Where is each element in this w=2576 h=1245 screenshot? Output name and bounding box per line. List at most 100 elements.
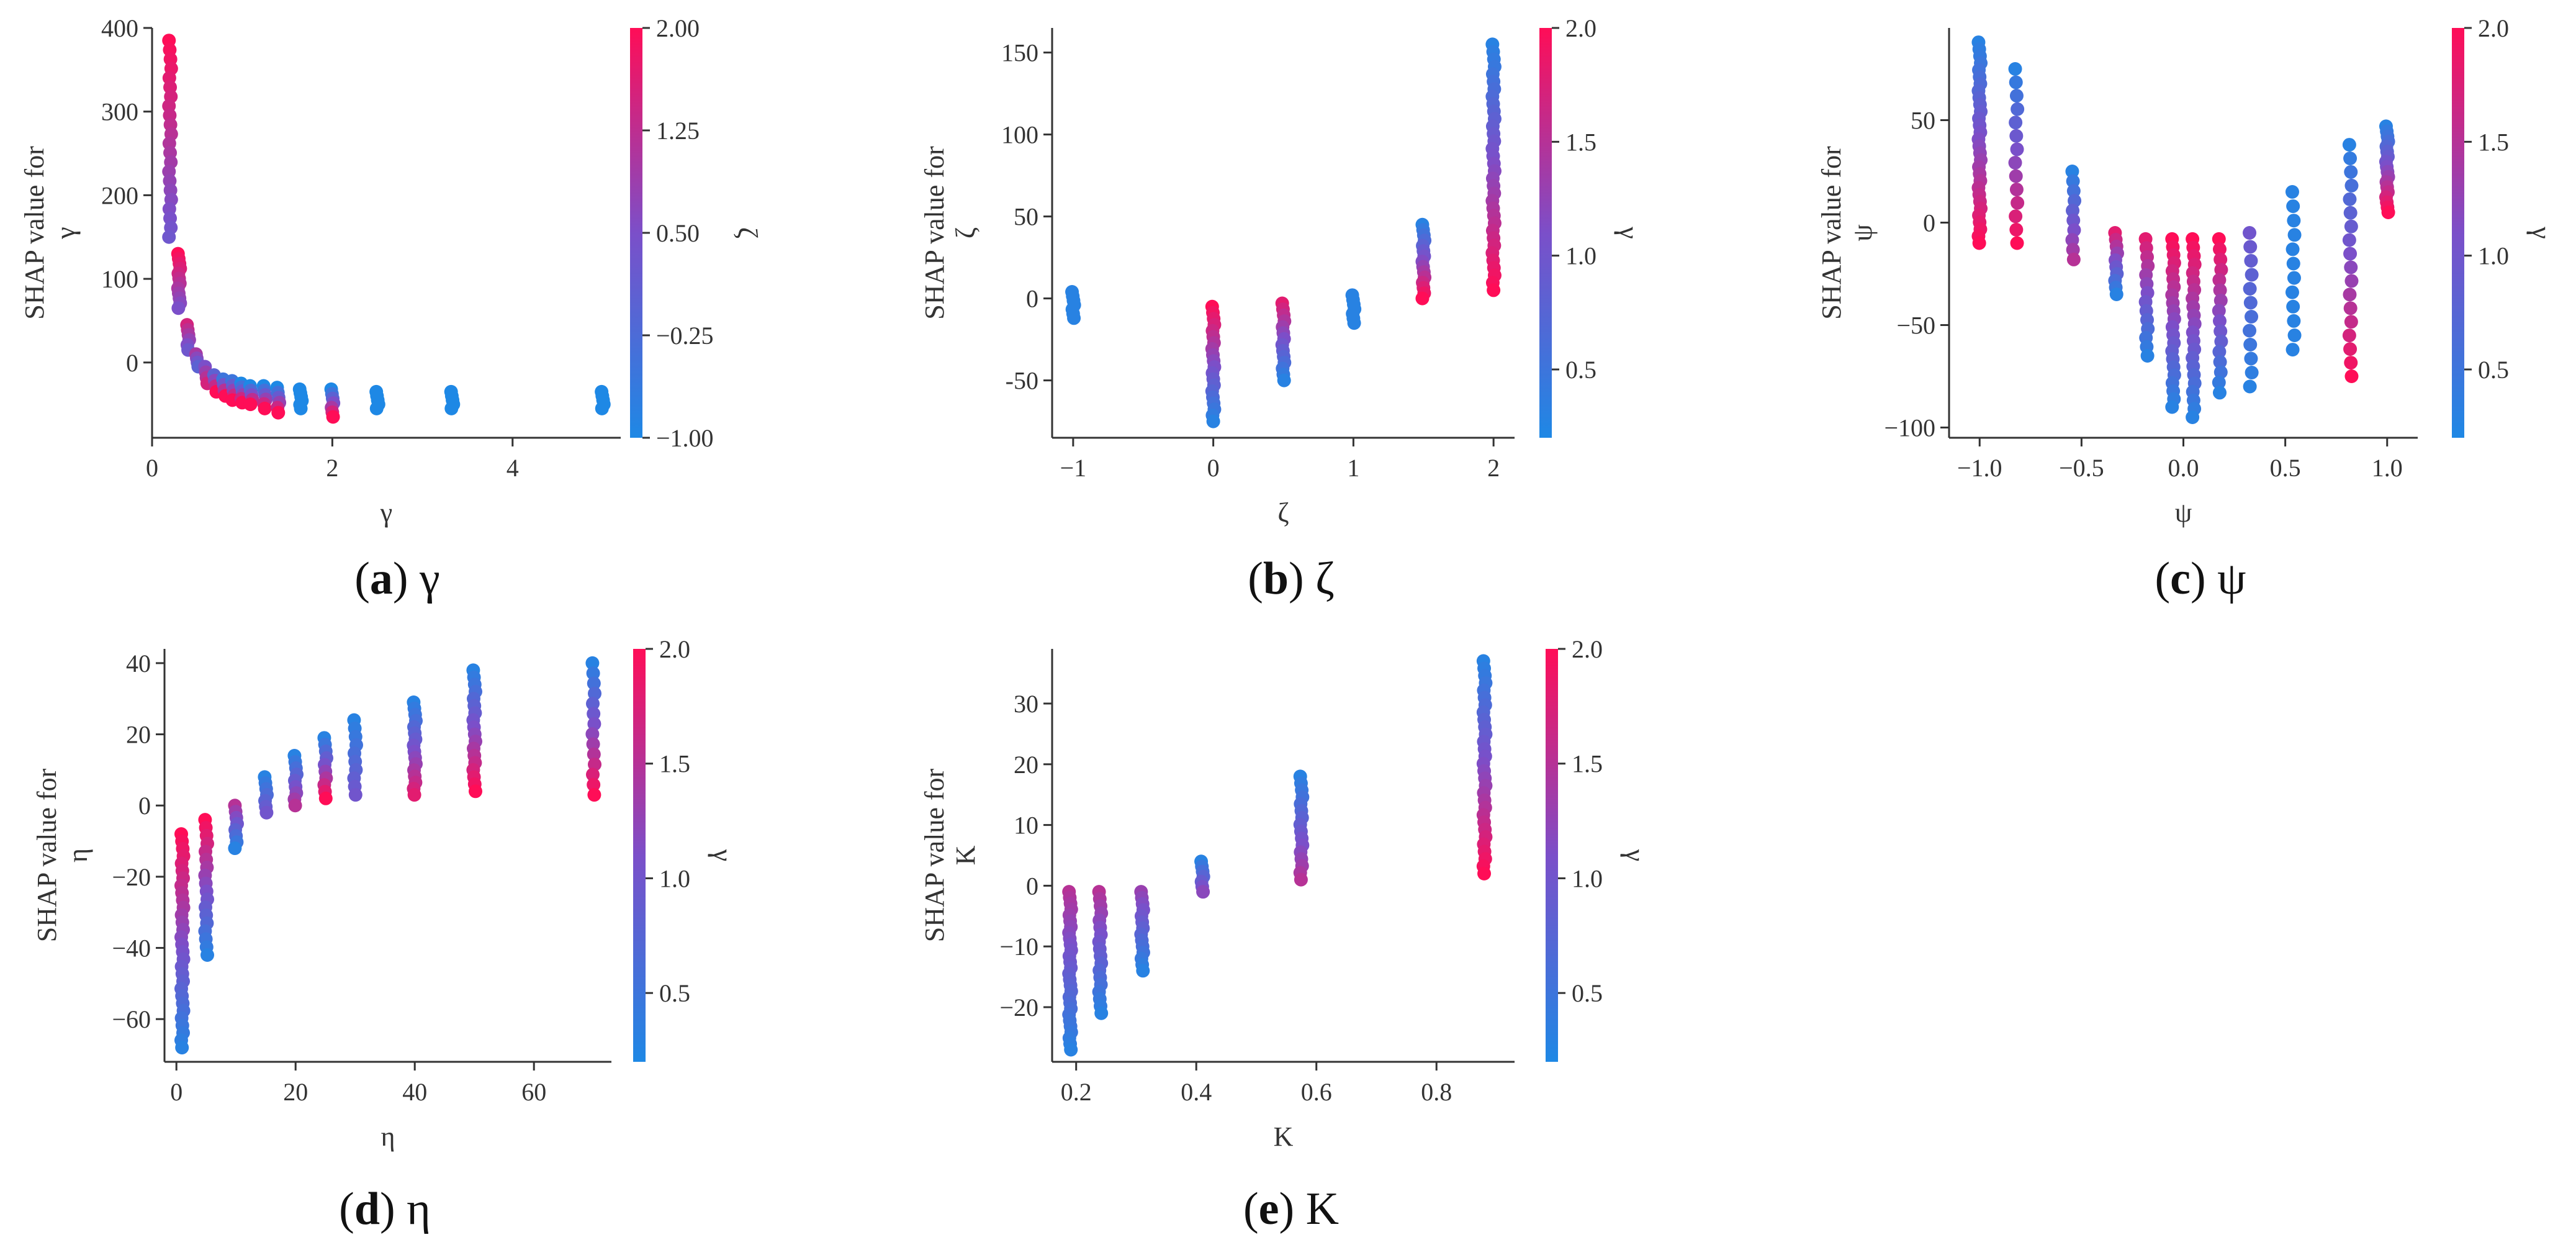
- data-point: [2009, 209, 2023, 224]
- data-point: [2244, 254, 2258, 268]
- data-point: [2286, 256, 2300, 271]
- x-tick-label: 0.0: [2168, 454, 2199, 482]
- data-point: [2009, 129, 2024, 143]
- data-point: [2342, 138, 2356, 152]
- x-tick-label: 0.5: [2270, 454, 2301, 482]
- data-point: [585, 727, 600, 741]
- colorbar-label: γ: [1614, 226, 1644, 238]
- data-point: [2213, 365, 2228, 379]
- data-point: [2343, 247, 2358, 261]
- colorbar-tick-label: 2.0: [659, 635, 690, 663]
- colorbar-label: γ: [708, 849, 738, 861]
- colorbar-tick-label: 0.5: [659, 979, 690, 1007]
- data-point: [2212, 375, 2226, 389]
- data-point: [2287, 271, 2301, 285]
- data-point: [407, 788, 421, 802]
- data-point: [444, 401, 459, 415]
- caption-a: (a) γ: [354, 553, 440, 604]
- data-point: [2008, 156, 2022, 170]
- caption-e: (e) K: [1243, 1184, 1340, 1234]
- data-point: [200, 948, 214, 962]
- colorbar-tick-label: 2.0: [1565, 14, 1596, 42]
- x-tick-label: 0: [170, 1078, 182, 1106]
- data-point: [2243, 240, 2258, 254]
- data-point: [2243, 324, 2257, 338]
- y-tick-label: 20: [126, 721, 151, 749]
- data-point: [1294, 872, 1308, 887]
- data-point: [2243, 282, 2257, 296]
- colorbar-tick-label: −0.25: [656, 322, 714, 350]
- x-tick-label: 0: [146, 454, 158, 482]
- data-point: [2066, 252, 2081, 266]
- data-point: [2011, 196, 2025, 210]
- data-point: [2066, 204, 2080, 218]
- y-tick-label: −60: [112, 1005, 151, 1033]
- data-point: [595, 401, 609, 415]
- data-point: [2213, 355, 2227, 369]
- x-tick-label: 1: [1347, 454, 1359, 482]
- x-tick-label: −1: [1060, 454, 1087, 482]
- y-tick-label: −10: [999, 933, 1038, 961]
- colorbar-tick-label: 1.5: [1565, 128, 1596, 156]
- y-axis-label: SHAP value for: [32, 768, 62, 942]
- y-tick-label: 0: [1026, 285, 1038, 313]
- data-point: [2214, 334, 2228, 348]
- colorbar: [633, 649, 646, 1062]
- data-point: [2243, 226, 2257, 240]
- y-tick-label: −20: [999, 994, 1038, 1021]
- y-axis-label-feature: γ: [50, 227, 81, 239]
- x-tick-label: 0.2: [1061, 1078, 1092, 1106]
- data-point: [2286, 242, 2300, 256]
- colorbar-tick-label: 1.0: [2478, 242, 2509, 270]
- data-point: [171, 301, 186, 315]
- y-tick-label: 150: [1001, 39, 1038, 67]
- data-point: [2245, 310, 2259, 324]
- x-axis-label: ζ: [1277, 497, 1289, 528]
- data-point: [586, 737, 600, 751]
- data-point: [586, 666, 600, 681]
- x-tick-label: 2: [326, 454, 338, 482]
- data-point: [2186, 410, 2200, 424]
- data-point: [2287, 228, 2302, 242]
- data-point: [2285, 185, 2299, 199]
- data-point: [2243, 296, 2258, 310]
- data-point: [585, 656, 600, 670]
- data-point: [2244, 351, 2258, 366]
- data-point: [2010, 142, 2024, 156]
- x-tick-label: 0.4: [1181, 1078, 1212, 1106]
- caption-b: (b) ζ: [1248, 553, 1335, 604]
- y-axis-label-feature: ψ: [1847, 224, 1878, 242]
- y-tick-label: 400: [101, 14, 138, 42]
- data-point: [2213, 324, 2228, 338]
- data-point: [1196, 885, 1210, 899]
- y-axis-label-feature: K: [950, 845, 981, 865]
- data-point: [2381, 206, 2395, 219]
- data-point: [2286, 299, 2300, 314]
- data-point: [2344, 165, 2358, 179]
- colorbar-label: γ: [1620, 849, 1651, 861]
- y-tick-label: 10: [1014, 812, 1038, 840]
- y-tick-label: 0: [1026, 872, 1038, 900]
- data-point: [2011, 102, 2025, 116]
- x-tick-label: 2: [1487, 454, 1500, 482]
- data-point: [2140, 349, 2155, 363]
- y-tick-label: 0: [126, 349, 138, 377]
- x-tick-label: 40: [402, 1078, 427, 1106]
- x-tick-label: 4: [507, 454, 519, 482]
- data-point: [2066, 174, 2080, 188]
- x-axis-label: ψ: [2175, 497, 2192, 528]
- data-point: [228, 841, 242, 856]
- data-point: [2066, 243, 2080, 257]
- colorbar: [1539, 28, 1552, 438]
- data-point: [2066, 184, 2081, 198]
- data-point: [2343, 342, 2358, 356]
- data-point: [2065, 233, 2079, 247]
- data-point: [2342, 328, 2356, 343]
- x-axis-label: η: [381, 1121, 395, 1152]
- data-point: [1477, 866, 1492, 881]
- data-point: [588, 686, 601, 700]
- data-point: [258, 401, 272, 415]
- colorbar-label: ζ: [732, 227, 763, 238]
